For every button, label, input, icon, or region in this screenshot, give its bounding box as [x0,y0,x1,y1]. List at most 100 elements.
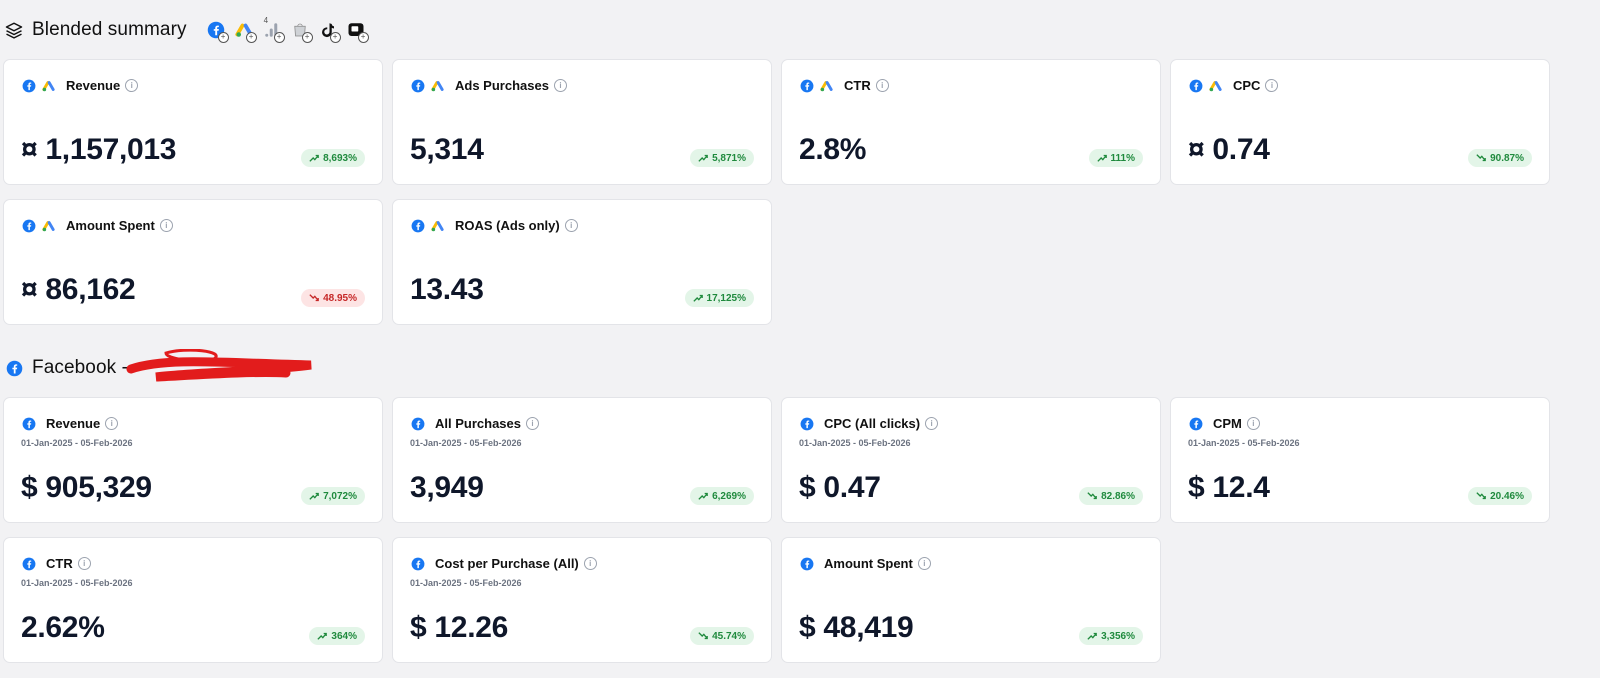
change-badge: 111% [1088,149,1143,167]
card-header: Revenue i [21,78,139,93]
layers-icon [4,20,24,40]
change-badge: 7,072% [301,487,365,505]
facebook-icon [799,78,814,93]
metric-card[interactable]: Amount Spent i $ 48,419 3,356% [781,537,1161,663]
metric-value: ¤ 0.74 [1188,133,1270,166]
trend-down-icon [1476,491,1486,501]
metric-card[interactable]: ROAS (Ads only) i 13.43 17,125% [392,199,772,325]
metric-card[interactable]: CPC i ¤ 0.74 90.87% [1170,59,1550,185]
metric-value: 2.62% [21,611,105,644]
change-badge: 364% [309,627,365,645]
facebook-icon [21,556,36,571]
metric-card[interactable]: CPM i 01-Jan-2025 - 05-Feb-2026 $ 12.4 20.46… [1170,397,1550,523]
trend-up-icon [317,631,328,641]
facebook-icon [4,358,24,378]
facebook-section-header: Facebook - [4,349,312,383]
metric-card[interactable]: Revenue i 01-Jan-2025 - 05-Feb-2026 $ 905,3… [3,397,383,523]
other-source-icon[interactable]: + [345,19,369,43]
trend-down-icon [698,631,708,641]
metric-title: All Purchases [435,416,521,431]
facebook-icon [410,78,425,93]
metric-card[interactable]: Amount Spent i ¤ 86,162 48.95% [3,199,383,325]
info-icon[interactable]: i [159,219,173,232]
metric-title: CTR [46,556,73,571]
change-value: 111% [1110,152,1135,164]
date-range: 01-Jan-2025 - 05-Feb-2026 [1188,438,1300,448]
metric-title: Ads Purchases [455,78,549,93]
metric-card[interactable]: CPC (All clicks) i 01-Jan-2025 - 05-Feb-20… [781,397,1161,523]
tiktok-source-icon[interactable]: + [317,19,341,43]
change-badge: 3,356% [1079,627,1143,645]
metric-value: $ 12.26 [410,611,508,644]
info-icon[interactable]: i [917,557,931,570]
info-icon[interactable]: i [1246,417,1260,430]
change-badge: 8,693% [301,149,365,167]
section-title: Facebook - [32,357,129,378]
facebook-icon [410,218,425,233]
trend-up-icon [698,491,708,501]
change-value: 17,125% [706,292,746,304]
change-value: 90.87% [1490,152,1524,164]
facebook-icon [799,556,814,571]
info-icon[interactable]: i [125,79,139,92]
facebook-icon [1188,416,1203,431]
google-ads-icon [41,218,56,233]
info-icon[interactable]: i [925,417,939,430]
card-header: Amount Spent i [799,556,931,571]
info-icon[interactable]: i [553,79,567,92]
card-header: Ads Purchases i [410,78,567,93]
facebook-icon [21,78,36,93]
section-title: Blended summary [32,19,187,40]
info-icon[interactable]: i [564,219,578,232]
metric-title: Amount Spent [66,218,155,233]
facebook-icon [1188,78,1203,93]
metric-title: Amount Spent [824,556,913,571]
metric-card[interactable]: Revenue i ¤ 1,157,013 8,693% [3,59,383,185]
date-range: 01-Jan-2025 - 05-Feb-2026 [21,438,133,448]
facebook-source-icon[interactable]: + [205,19,229,43]
change-badge: 82.86% [1079,487,1143,505]
google-ads-icon [430,218,445,233]
change-badge: 6,269% [690,487,754,505]
metric-title: Revenue [66,78,121,93]
metric-value: $ 48,419 [799,611,914,644]
google-ads-icon [41,78,56,93]
change-value: 6,269% [712,490,746,502]
info-icon[interactable]: i [105,417,119,430]
facebook-icon [21,416,36,431]
info-icon[interactable]: i [77,557,91,570]
metric-value: 2.8% [799,133,867,166]
change-value: 3,356% [1101,630,1135,642]
blended-summary-header: Blended summary + + 4 + + + + [4,15,369,45]
trend-up-icon [309,153,319,163]
metric-card[interactable]: CTR i 01-Jan-2025 - 05-Feb-2026 2.62% 364% [3,537,383,663]
trend-up-icon [1096,153,1107,163]
metric-card[interactable]: Ads Purchases i 5,314 5,871% [392,59,772,185]
change-value: 5,871% [712,152,746,164]
change-value: 20.46% [1490,490,1524,502]
change-badge: 45.74% [690,627,754,645]
info-icon[interactable]: i [526,417,539,430]
change-badge: 5,871% [690,149,754,167]
metric-value: $ 905,329 [21,471,152,504]
metric-value: $ 12.4 [1188,471,1270,504]
metric-card[interactable]: CTR i 2.8% 111% [781,59,1161,185]
trend-up-icon [309,491,319,501]
metric-title: CPC (All clicks) [824,416,921,431]
info-icon[interactable]: i [875,79,889,92]
trend-down-icon [309,293,319,303]
google-ads-icon [1208,78,1223,93]
metric-card[interactable]: All Purchases i 01-Jan-2025 - 05-Feb-2026 3… [392,397,772,523]
card-header: ROAS (Ads only) i [410,218,578,233]
facebook-icon [799,416,814,431]
change-badge: 20.46% [1468,487,1532,505]
info-icon[interactable]: i [583,557,597,570]
shopify-source-icon[interactable]: + [289,19,313,43]
google-analytics-source-icon[interactable]: 4 + [261,16,285,43]
date-range: 01-Jan-2025 - 05-Feb-2026 [410,438,522,448]
google-ads-source-icon[interactable]: + [233,19,257,43]
google-ads-icon [819,78,834,93]
trend-up-icon [1087,631,1097,641]
info-icon[interactable]: i [1265,79,1279,92]
metric-card[interactable]: Cost per Purchase (All) i 01-Jan-2025 - 05… [392,537,772,663]
